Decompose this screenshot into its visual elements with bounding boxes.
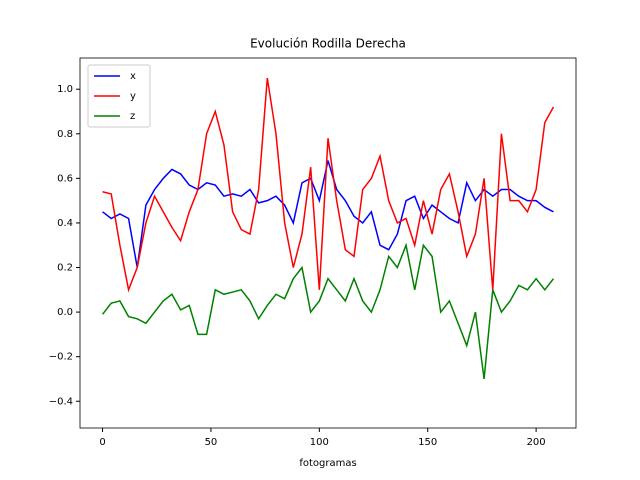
y-tick-label: 0.6 bbox=[57, 173, 73, 184]
chart-title: Evolución Rodilla Derecha bbox=[250, 37, 406, 51]
legend-label: z bbox=[130, 111, 135, 122]
y-tick-label: 0.4 bbox=[57, 218, 73, 229]
x-tick-label: 150 bbox=[418, 437, 437, 448]
y-tick-label: 0.2 bbox=[57, 263, 73, 274]
series-line bbox=[102, 77, 555, 293]
y-tick-label: 0.0 bbox=[57, 307, 73, 318]
x-tick-label: 0 bbox=[99, 437, 105, 448]
legend-label: y bbox=[130, 91, 136, 102]
series-line bbox=[102, 160, 554, 268]
legend-label: x bbox=[130, 71, 136, 82]
y-tick-label: 0.8 bbox=[57, 129, 73, 140]
x-axis-label: fotogramas bbox=[299, 458, 356, 469]
x-tick-label: 100 bbox=[310, 437, 329, 448]
x-tick-label: 200 bbox=[527, 437, 546, 448]
plot-frame bbox=[79, 57, 577, 429]
x-tick-label: 50 bbox=[205, 437, 218, 448]
y-tick-label: −0.2 bbox=[49, 352, 73, 363]
y-tick-label: 1.0 bbox=[57, 84, 73, 95]
y-tick-label: −0.4 bbox=[49, 396, 73, 407]
series-line bbox=[101, 242, 555, 380]
